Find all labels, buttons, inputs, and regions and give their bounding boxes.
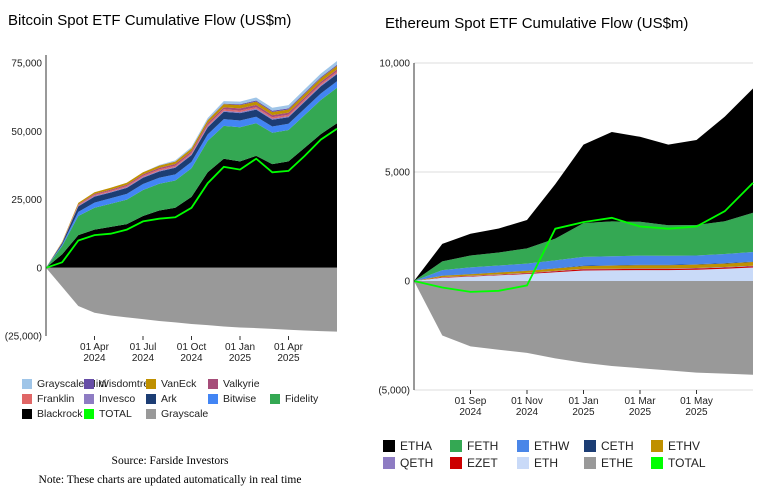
x-tick-label: 01 Apr <box>274 342 304 353</box>
legend-label-franklin: Franklin <box>37 393 75 405</box>
legend-swatch-ark <box>146 394 156 404</box>
legend-swatch-eth <box>517 457 529 469</box>
area-fidelity <box>46 87 337 268</box>
area-ezet <box>414 266 753 281</box>
legend-swatch-wisdomtree <box>84 379 94 389</box>
y-tick-label: 0 <box>36 263 42 274</box>
area-ethv <box>414 262 753 281</box>
legend-label-grayscale-mini: Grayscale Mini <box>37 378 106 390</box>
y-tick-label: 75,000 <box>11 59 42 70</box>
legend-swatch-ethv <box>651 440 663 452</box>
x-tick-label: 2025 <box>629 407 652 418</box>
area-qeth <box>414 265 753 281</box>
x-tick-label: 01 Sep <box>455 396 487 407</box>
legend-swatch-ceth <box>584 440 596 452</box>
x-tick-label: 01 Oct <box>177 342 207 353</box>
x-tick-label: 2024 <box>180 353 203 364</box>
ethereum-etf-chart: Ethereum Spot ETF Cumulative Flow (US$m)… <box>378 15 754 470</box>
legend-swatch-feth <box>450 440 462 452</box>
x-tick-label: 2025 <box>277 353 300 364</box>
area-bitwise <box>46 81 337 268</box>
legend-swatch-ethe <box>584 457 596 469</box>
legend-label-qeth: QETH <box>400 456 433 470</box>
legend-swatch-total <box>651 457 663 469</box>
legend-label-ethe: ETHE <box>601 456 633 470</box>
x-tick-label: 2025 <box>229 353 252 364</box>
bitcoin-etf-chart: Bitcoin Spot ETF Cumulative Flow (US$m) … <box>5 12 338 420</box>
legend-label-ethw: ETHW <box>534 439 570 453</box>
legend-swatch-qeth <box>383 457 395 469</box>
legend-swatch-fidelity <box>270 394 280 404</box>
legend-label-valkyrie: Valkyrie <box>223 378 260 390</box>
legend-swatch-grayscale-mini <box>22 379 32 389</box>
x-tick-label: 01 Jan <box>225 342 255 353</box>
x-tick-label: 2024 <box>132 353 155 364</box>
legend-label-ark: Ark <box>161 393 178 405</box>
legend-label-feth: FETH <box>467 439 498 453</box>
legend-swatch-total <box>84 409 94 419</box>
legend-label-ceth: CETH <box>601 439 634 453</box>
ethereum-chart-title: Ethereum Spot ETF Cumulative Flow (US$m) <box>385 15 688 32</box>
bitcoin-chart-title: Bitcoin Spot ETF Cumulative Flow (US$m) <box>8 12 291 29</box>
legend-label-eth: ETH <box>534 456 558 470</box>
legend-label-etha: ETHA <box>400 439 432 453</box>
legend-label-fidelity: Fidelity <box>285 393 319 405</box>
legend-label-wisdomtree: Wisdomtree <box>99 378 155 390</box>
legend-label-grayscale: Grayscale <box>161 408 208 420</box>
x-tick-label: 2024 <box>516 407 539 418</box>
y-tick-label: 25,000 <box>11 195 42 206</box>
x-tick-label: 01 Mar <box>624 396 656 407</box>
legend-swatch-grayscale <box>146 409 156 419</box>
area-eth <box>414 267 753 281</box>
y-tick-label: 10,000 <box>379 59 410 70</box>
update-note: Note: These charts are updated automatic… <box>38 474 302 486</box>
legend-swatch-bitwise <box>208 394 218 404</box>
x-tick-label: 2024 <box>459 407 482 418</box>
y-tick-label: 0 <box>404 277 410 288</box>
area-ethe <box>414 281 753 375</box>
y-tick-label: 5,000 <box>385 168 410 179</box>
legend-label-invesco: Invesco <box>99 393 135 405</box>
x-tick-label: 01 Nov <box>511 396 543 407</box>
x-tick-label: 2025 <box>572 407 595 418</box>
line-total <box>413 182 754 293</box>
area-feth <box>414 212 753 281</box>
legend-swatch-franklin <box>22 394 32 404</box>
legend-swatch-invesco <box>84 394 94 404</box>
x-tick-label: 2025 <box>685 407 708 418</box>
legend-swatch-etha <box>383 440 395 452</box>
x-tick-label: 01 May <box>680 396 713 407</box>
source-note: Source: Farside Investors <box>111 455 229 467</box>
y-tick-label: 50,000 <box>11 127 42 138</box>
x-tick-label: 2024 <box>83 353 106 364</box>
area-grayscale <box>46 267 337 332</box>
area-etha <box>414 88 753 281</box>
legend-label-blackrock: Blackrock <box>37 408 83 420</box>
legend-label-total: TOTAL <box>668 456 706 470</box>
legend-label-vaneck: VanEck <box>161 378 197 390</box>
legend-swatch-vaneck <box>146 379 156 389</box>
legend-swatch-ezet <box>450 457 462 469</box>
legend-label-bitwise: Bitwise <box>223 393 256 405</box>
y-tick-label: (25,000) <box>5 332 42 343</box>
line-total <box>45 127 338 269</box>
x-tick-label: 01 Jan <box>568 396 598 407</box>
area-ethw <box>414 252 753 281</box>
x-tick-label: 01 Jul <box>130 342 157 353</box>
legend-label-total: TOTAL <box>99 408 132 420</box>
legend-label-ezet: EZET <box>467 456 498 470</box>
ethereum-legend: ETHA FETH ETHW CETH ETHV QETH EZET ETH ETHE TOTAL <box>383 439 706 470</box>
legend-swatch-ethw <box>517 440 529 452</box>
y-tick-label: (5,000) <box>378 386 410 397</box>
area-ceth <box>414 261 753 281</box>
legend-label-ethv: ETHV <box>668 439 700 453</box>
legend-swatch-valkyrie <box>208 379 218 389</box>
legend-swatch-blackrock <box>22 409 32 419</box>
x-tick-label: 01 Apr <box>80 342 110 353</box>
